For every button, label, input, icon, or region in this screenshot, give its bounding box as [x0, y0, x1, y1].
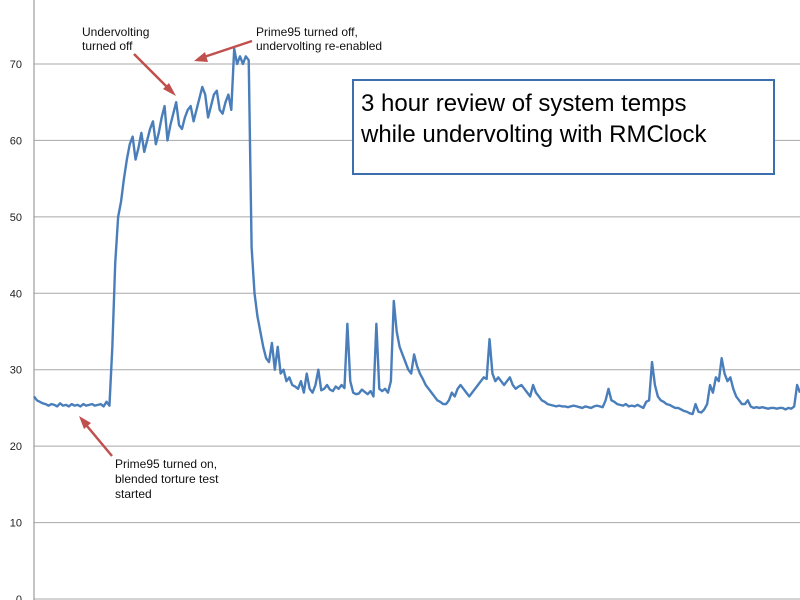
annotation-prime95-off: Prime95 turned off, undervolting re-enab…: [194, 25, 382, 62]
y-tick-label: 10: [10, 518, 22, 530]
annotation-text-line: blended torture test: [115, 472, 219, 486]
y-tick-label: 40: [10, 288, 22, 300]
annotation-text-line: turned off: [82, 39, 133, 53]
annotation-arrow-head: [194, 52, 208, 62]
y-axis-ticks: 0 10 20 30 40 50 60 70: [10, 59, 22, 600]
annotation-text-line: started: [115, 487, 152, 501]
y-tick-label: 50: [10, 212, 22, 224]
y-tick-label: 60: [10, 135, 22, 147]
y-tick-label: 70: [10, 59, 22, 71]
annotation-text-line: Prime95 turned off,: [256, 25, 358, 39]
annotations: Undervolting turned off Prime95 turned o…: [79, 25, 382, 501]
annotation-arrow-head: [79, 416, 91, 429]
annotation-undervolting-off: Undervolting turned off: [82, 25, 176, 96]
y-tick-label: 20: [10, 441, 22, 453]
annotation-prime95-on: Prime95 turned on, blended torture test …: [79, 416, 219, 501]
annotation-text-line: Undervolting: [82, 25, 149, 39]
y-tick-label: 0: [16, 594, 22, 600]
annotation-text-line: Prime95 turned on,: [115, 457, 217, 471]
chart-title-line-2: while undervolting with RMClock: [360, 121, 707, 148]
series-layer: [33, 47, 800, 416]
chart-title-line-1: 3 hour review of system temps: [361, 90, 686, 117]
annotation-arrow-head: [163, 83, 176, 96]
annotation-arrow: [197, 39, 253, 61]
y-tick-label: 30: [10, 365, 22, 377]
gridlines: [34, 63, 800, 600]
annotation-text-line: undervolting re-enabled: [256, 39, 382, 53]
series-line: [33, 47, 800, 416]
chart-title-box: [352, 79, 775, 175]
